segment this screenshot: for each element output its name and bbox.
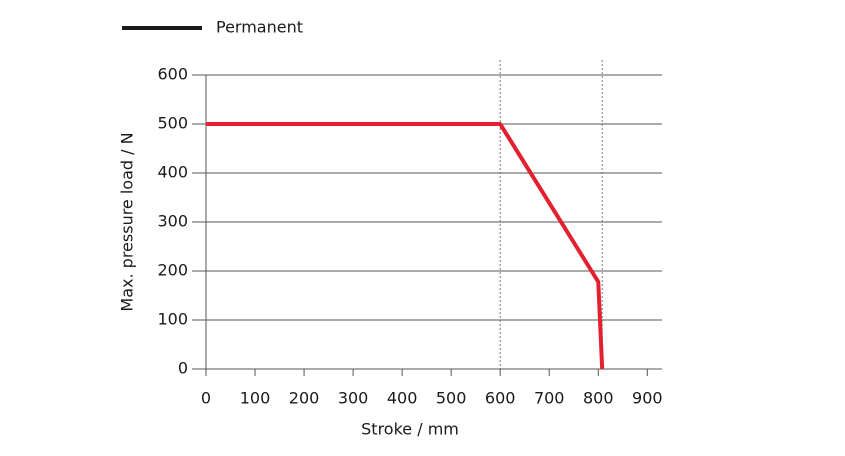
x-tick-label: 0: [201, 389, 211, 408]
x-tick-label: 600: [485, 389, 516, 408]
y-tick-label: 600: [157, 65, 188, 84]
x-tick-label: 200: [289, 389, 320, 408]
y-tick-label: 0: [178, 359, 188, 378]
y-tick-label: 100: [157, 310, 188, 329]
x-tick-label: 900: [632, 389, 663, 408]
x-tick-label: 100: [240, 389, 271, 408]
data-line: [206, 122, 605, 370]
y-tick-label: 300: [157, 212, 188, 231]
x-tick-label: 300: [338, 389, 369, 408]
x-tick-label: 700: [534, 389, 565, 408]
y-tick-label: 400: [157, 163, 188, 182]
x-tick-label: 500: [436, 389, 467, 408]
y-tick-label: 500: [157, 114, 188, 133]
x-axis-label: Stroke / mm: [361, 420, 459, 439]
legend-label: Permanent: [216, 18, 303, 37]
y-axis-label: Max. pressure load / N: [118, 132, 137, 311]
x-tick-label: 400: [387, 389, 418, 408]
y-tick-label: 200: [157, 261, 188, 280]
x-tick-label: 800: [583, 389, 614, 408]
